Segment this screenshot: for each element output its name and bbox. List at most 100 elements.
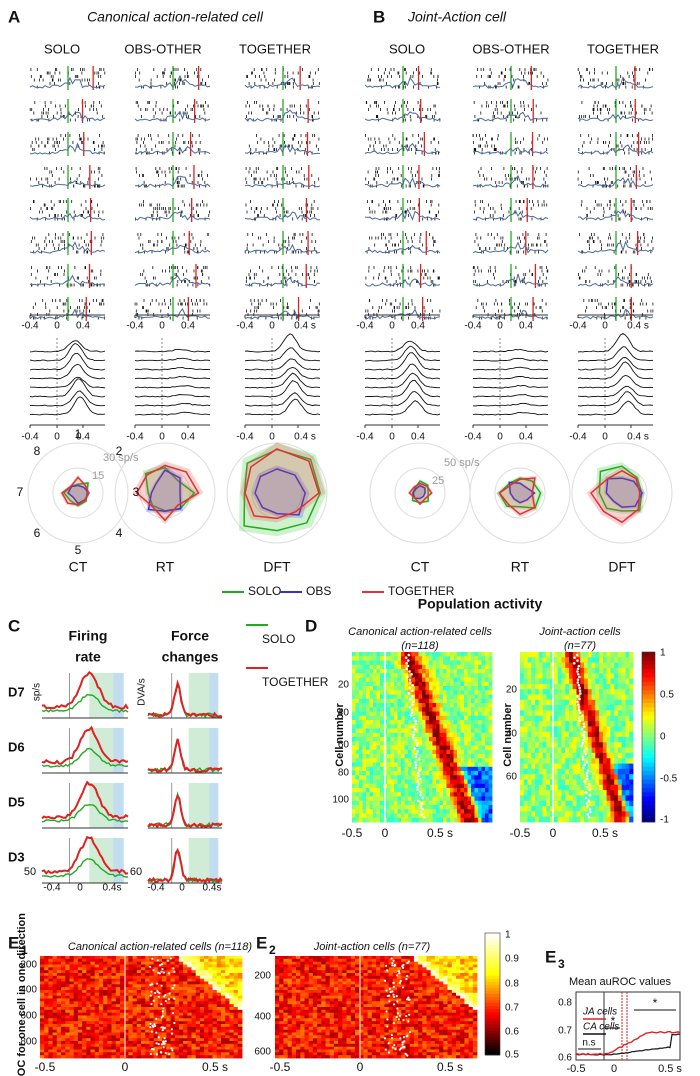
heatmap-cell	[436, 809, 440, 814]
heatmap-cell	[359, 792, 363, 797]
heatmap-cell	[356, 720, 360, 725]
heatmap-cell	[408, 758, 412, 763]
heatmap-cell	[531, 737, 535, 743]
heatmap-cell	[213, 993, 218, 996]
heatmap-cell	[454, 729, 458, 734]
heatmap-cell	[520, 710, 524, 716]
epoch-shade	[189, 673, 210, 718]
heatmap-cell	[415, 818, 419, 823]
heatmap-cell	[133, 993, 138, 996]
heatmap-cell	[204, 987, 209, 990]
heatmap-cell	[95, 1033, 100, 1036]
heatmap-cell	[599, 673, 603, 679]
heatmap-cell	[457, 682, 461, 687]
heatmap-cell	[166, 1004, 171, 1007]
heatmap-cell	[419, 818, 423, 823]
heatmap-cell	[475, 814, 479, 819]
heatmap-cell	[338, 956, 343, 959]
heatmap-cell	[380, 712, 384, 717]
heatmap-cell	[200, 973, 205, 976]
heatmap-cell	[433, 703, 437, 708]
heatmap-cell	[359, 809, 363, 814]
heatmap-cell	[433, 792, 437, 797]
heatmap-cell	[154, 987, 159, 990]
heatmap-cell	[478, 780, 482, 785]
heatmap-cell	[485, 669, 489, 674]
heatmap-cell	[610, 811, 614, 817]
heatmap-cell	[614, 780, 618, 786]
heatmap-cell	[158, 1055, 163, 1058]
heatmap-cell	[454, 669, 458, 674]
heatmap-cell	[377, 686, 381, 691]
heatmap-cell	[412, 750, 416, 755]
heatmap-cell	[595, 705, 599, 711]
heatmap-cell	[475, 690, 479, 695]
heatmap-cell	[588, 684, 592, 690]
heatmap-cell	[394, 797, 398, 802]
heatmap-cell	[558, 753, 562, 759]
x-tick-label: -0.4	[236, 321, 254, 332]
event-dot	[578, 665, 581, 668]
heatmap-cell	[61, 1013, 66, 1016]
heatmap-cell	[595, 806, 599, 812]
heatmap-cell	[65, 1047, 70, 1050]
heatmap-cell	[592, 801, 596, 807]
heatmap-cell	[471, 665, 475, 670]
heatmap-cell	[373, 758, 377, 763]
heatmap-cell	[433, 707, 437, 712]
event-dot	[583, 731, 586, 734]
heatmap-cell	[394, 724, 398, 729]
heatmap-cell	[95, 1050, 100, 1053]
heatmap-cell	[426, 673, 430, 678]
heatmap-cell	[436, 750, 440, 755]
heatmap-cell	[610, 801, 614, 807]
heatmap-cell	[580, 817, 584, 823]
heatmap-cell	[48, 1016, 53, 1019]
heatmap-cell	[489, 792, 493, 797]
heatmap-cell	[489, 746, 493, 751]
heatmap-cell	[419, 678, 423, 683]
heatmap-cell	[352, 720, 356, 725]
heatmap-cell	[450, 818, 454, 823]
heatmap-cell	[535, 721, 539, 727]
heatmap-cell	[171, 1001, 176, 1004]
heatmap-cell	[137, 1047, 142, 1050]
heatmap-cell	[485, 656, 489, 661]
heatmap-cell	[48, 1050, 53, 1053]
heatmap-cell	[569, 673, 573, 679]
heatmap-cell	[457, 729, 461, 734]
heatmap-cell	[370, 801, 374, 806]
heatmap-cell	[401, 767, 405, 772]
heatmap-cell	[565, 795, 569, 801]
heatmap-cell	[408, 792, 412, 797]
heatmap-cell	[288, 956, 293, 959]
heatmap-cell	[528, 721, 532, 727]
heatmap-cell	[573, 790, 577, 796]
heatmap-cell	[614, 700, 618, 706]
heatmap-cell	[387, 737, 391, 742]
heatmap-cell	[468, 661, 472, 666]
x-tick-label: 0.4	[76, 321, 90, 332]
event-dot	[419, 794, 422, 797]
heatmap-cell	[380, 656, 384, 661]
heatmap-cell	[561, 689, 565, 695]
heatmap-cell	[86, 1047, 91, 1050]
heatmap-cell	[447, 669, 451, 674]
event-dot	[582, 755, 585, 758]
heatmap-cell	[149, 1044, 154, 1047]
heatmap-cell	[86, 987, 91, 990]
heatmap-cell	[40, 1001, 45, 1004]
heatmap-cell	[622, 663, 626, 669]
heatmap-cell	[464, 656, 468, 661]
heatmap-cell	[352, 780, 356, 785]
heatmap-cell	[622, 780, 626, 786]
heatmap-cell	[535, 726, 539, 732]
heatmap-cell	[471, 652, 475, 657]
heatmap-cell	[112, 1038, 117, 1041]
heatmap-cell	[137, 1016, 142, 1019]
heatmap-cell	[162, 1055, 167, 1058]
heatmap-cell	[204, 1050, 209, 1053]
heatmap-cell	[618, 817, 622, 823]
heatmap-cell	[457, 771, 461, 776]
heatmap-cell	[208, 1021, 213, 1024]
